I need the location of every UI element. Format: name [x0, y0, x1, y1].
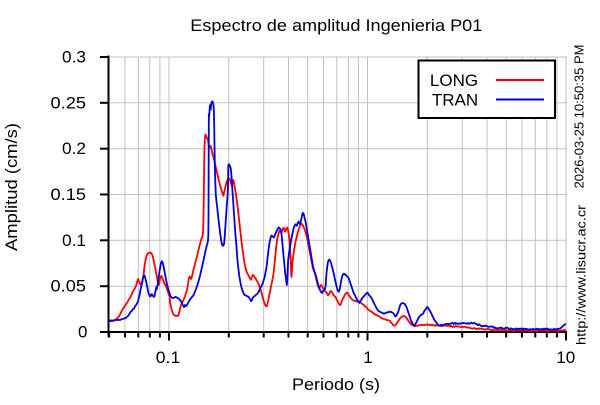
svg-text:Amplitud (cm/s): Amplitud (cm/s) [2, 123, 21, 251]
svg-text:10: 10 [556, 348, 575, 367]
svg-text:LONG: LONG [430, 71, 478, 90]
svg-text:0.3: 0.3 [62, 48, 86, 67]
svg-text:0.1: 0.1 [156, 348, 181, 367]
svg-text:Espectro de amplitud Ingenieri: Espectro de amplitud Ingenieria P01 [190, 16, 482, 35]
svg-text:0.2: 0.2 [62, 139, 86, 158]
svg-text:TRAN: TRAN [432, 91, 478, 110]
svg-text:0.25: 0.25 [51, 93, 87, 112]
svg-text:0.1: 0.1 [62, 231, 86, 250]
svg-text:0.05: 0.05 [51, 277, 87, 296]
svg-text:2026-03-25 10:50:35 PM: 2026-03-25 10:50:35 PM [572, 45, 587, 189]
svg-text:0: 0 [78, 323, 87, 342]
svg-text:0.15: 0.15 [51, 185, 87, 204]
svg-text:Periodo (s): Periodo (s) [292, 375, 380, 394]
svg-text:http://www.lisucr.ac.cr: http://www.lisucr.ac.cr [574, 204, 589, 345]
svg-text:1: 1 [363, 348, 372, 367]
